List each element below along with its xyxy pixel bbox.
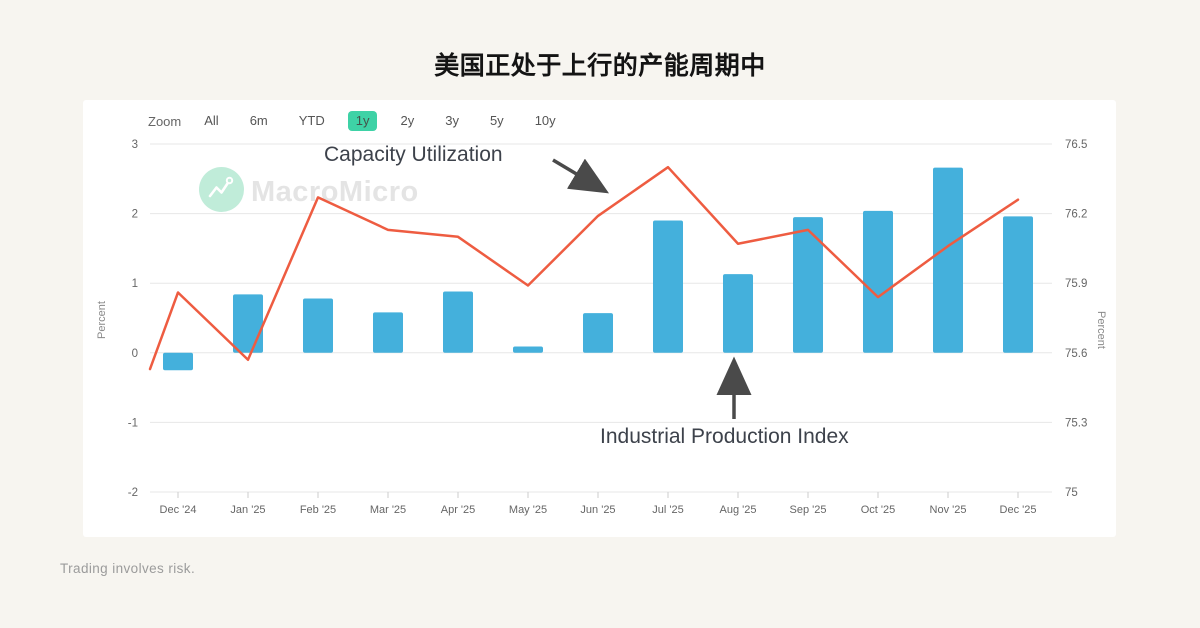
chart-plot[interactable]: 3 76.5 2 76.2 1 75.9 0 75.6 -1 75.3 -2 75 Dec '24 Jan… [83,100,1116,537]
left-axis-tick-label: 1 [132,278,138,290]
x-axis-label-dec-25: Dec '25 [1000,504,1037,516]
annotation-arrows [552,158,752,419]
x-axis-label-aug-25: Aug '25 [720,504,757,516]
right-axis-tick-label: 75.6 [1065,348,1087,360]
right-axis-tick-label: 75.3 [1065,417,1087,429]
capacity-utilization-line[interactable] [148,165,1020,371]
capacity-utilization-arrow [552,158,610,194]
range-button-2y[interactable]: 2y [400,113,415,128]
bar-oct-25[interactable] [863,210,893,353]
left-axis-tick-label: 0 [132,348,138,360]
x-axis-label-jan-25: Jan '25 [230,504,265,516]
left-axis-tick-label: -1 [128,417,138,429]
page-title: 美国正处于上行的产能周期中 [434,52,766,80]
x-axis-label-apr-25: Apr '25 [441,504,476,516]
chart-card: Zoom All 6m YTD 1y 2y 3y 5y 10y MacroMicro 3 76.… [83,100,1116,537]
range-button-1y[interactable]: 1y [347,111,378,131]
range-button-6m[interactable]: 6m [249,113,268,128]
bar-aug-25[interactable] [723,274,753,353]
x-axis-label-jun-25: Jun '25 [580,504,615,516]
left-axis-tick-label: -2 [128,487,138,499]
range-button-10y[interactable]: 10y [534,113,556,128]
right-axis-tick-label: 76.5 [1065,139,1087,151]
range-button-5y[interactable]: 5y [489,113,504,128]
disclaimer-text: Trading involves risk. [60,561,196,576]
bar-feb-25[interactable] [303,298,333,353]
x-axis-label-nov-25: Nov '25 [930,504,967,516]
x-axis-label-oct-25: Oct '25 [861,504,896,516]
x-axis-label-may-25: May '25 [509,504,547,516]
bar-dec-24[interactable] [163,352,193,371]
range-button-all[interactable]: All [204,113,219,128]
left-axis-title: Percent [96,301,108,339]
x-axis-label-mar-25: Mar '25 [370,504,406,516]
capacity-utilization-label: Capacity Utilization [324,143,503,166]
range-selector-toolbar: Zoom All 6m YTD 1y 2y 3y 5y 10y [148,108,564,134]
industrial-production-label: Industrial Production Index [600,425,849,448]
bar-jul-25[interactable] [653,220,683,353]
x-axis-label-jul-25: Jul '25 [652,504,683,516]
bar-dec-25[interactable] [1003,216,1033,353]
zoom-label: Zoom [148,113,182,129]
right-axis-title: Percent [1095,311,1107,349]
x-axis-label-dec-24: Dec '24 [160,504,197,516]
bar-nov-25[interactable] [933,167,963,353]
bar-mar-25[interactable] [373,312,403,353]
right-axis-tick-label: 75.9 [1065,278,1087,290]
bar-jun-25[interactable] [583,313,613,353]
bar-apr-25[interactable] [443,291,473,353]
x-axis-label-feb-25: Feb '25 [300,504,336,516]
left-axis-tick-label: 3 [132,139,138,151]
bar-jan-25[interactable] [233,294,263,353]
right-axis-tick-label: 75 [1065,487,1078,499]
bar-sep-25[interactable] [793,217,823,353]
range-button-3y[interactable]: 3y [445,113,459,128]
bar-may-25[interactable] [513,346,543,353]
left-axis-tick-label: 2 [132,209,138,221]
range-buttons: All 6m YTD 1y 2y 3y 5y 10y [196,111,563,131]
range-button-ytd[interactable]: YTD [298,113,325,128]
right-axis-tick-label: 76.2 [1065,209,1087,221]
x-axis-label-sep-25: Sep '25 [790,504,827,516]
